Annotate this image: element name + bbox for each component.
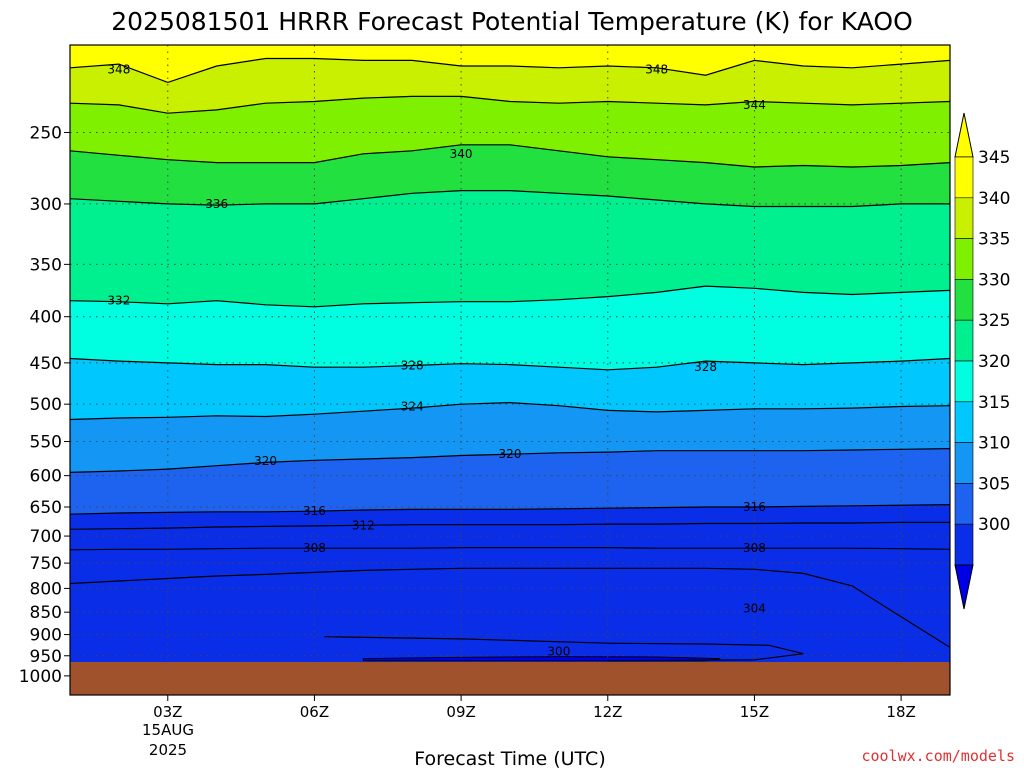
contour-304 xyxy=(70,567,950,648)
y-tick-label-900: 900 xyxy=(30,626,62,646)
colorbar-label-330: 330 xyxy=(978,270,1010,290)
contour-348 xyxy=(70,57,950,84)
y-tick-label-1000: 1000 xyxy=(19,667,62,687)
contour-label-316: 316 xyxy=(743,500,766,514)
colorbar-label-310: 310 xyxy=(978,434,1010,454)
colorbar-segment-7 xyxy=(954,442,974,484)
colorbar-segment-1 xyxy=(954,197,974,239)
x-date-label-day: 15AUG xyxy=(142,721,194,739)
colorbar-label-300: 300 xyxy=(978,515,1010,535)
y-tick-label-600: 600 xyxy=(30,467,62,487)
x-tick-label-09Z: 09Z xyxy=(446,703,475,721)
x-axis-title: Forecast Time (UTC) xyxy=(414,748,605,768)
colorbar-label-345: 345 xyxy=(978,148,1010,168)
contour-label-328: 328 xyxy=(401,358,424,372)
contour-label-312: 312 xyxy=(352,518,375,532)
contour-312 xyxy=(70,521,950,530)
contour-label-328: 328 xyxy=(694,360,717,374)
colorbar-legend: 345 340 335 330 325 320 315 310 305 300 xyxy=(954,112,1010,610)
contour-label-300: 300 xyxy=(547,645,570,659)
band-300-pocket xyxy=(362,656,721,662)
contour-label-320: 320 xyxy=(254,454,277,468)
ground-surface xyxy=(70,662,950,695)
colorbar-segment-6 xyxy=(954,401,974,443)
colorbar-label-305: 305 xyxy=(978,474,1010,494)
colorbar-max-arrow xyxy=(954,112,974,158)
contour-label-336: 336 xyxy=(205,197,228,211)
contour-label-344: 344 xyxy=(743,98,766,112)
contour-label-308: 308 xyxy=(303,541,326,555)
contour-label-320: 320 xyxy=(499,447,522,461)
x-axis-ticks: 03Z 06Z 09Z 12Z 15Z 18Z xyxy=(153,695,916,721)
x-tick-label-03Z: 03Z xyxy=(153,703,182,721)
contour-320 xyxy=(70,448,950,473)
colorbar-label-340: 340 xyxy=(978,189,1010,209)
contour-labels: 348 348 344 340 336 332 328 328 324 320 320 316 316 3… xyxy=(107,63,765,659)
watermark: coolwx.com/models xyxy=(861,747,1015,765)
contour-lines xyxy=(70,57,950,662)
colorbar-segment-2 xyxy=(954,238,974,280)
y-tick-label-450: 450 xyxy=(30,354,62,374)
colorbar-min-arrow xyxy=(954,564,974,610)
y-tick-label-800: 800 xyxy=(30,579,62,599)
y-tick-label-500: 500 xyxy=(30,395,62,415)
x-tick-label-18Z: 18Z xyxy=(886,703,915,721)
colorbar-label-335: 335 xyxy=(978,230,1010,250)
colorbar-segment-5 xyxy=(954,360,974,403)
contour-label-332: 332 xyxy=(107,294,130,308)
contour-304-loop xyxy=(324,636,804,662)
x-date-label-year: 2025 xyxy=(149,741,187,759)
contour-label-308: 308 xyxy=(743,541,766,555)
y-tick-label-250: 250 xyxy=(30,123,62,143)
contour-324 xyxy=(70,401,950,421)
x-tick-label-12Z: 12Z xyxy=(593,703,622,721)
contour-328 xyxy=(70,357,950,371)
y-tick-label-550: 550 xyxy=(30,433,62,453)
chart-title: 2025081501 HRRR Forecast Potential Tempe… xyxy=(111,7,913,36)
colorbar-segment-9 xyxy=(954,523,974,566)
x-tick-label-06Z: 06Z xyxy=(300,703,329,721)
y-tick-label-350: 350 xyxy=(30,255,62,275)
y-tick-label-650: 650 xyxy=(30,498,62,518)
contour-344 xyxy=(70,95,950,114)
y-tick-label-850: 850 xyxy=(30,603,62,623)
contour-label-304: 304 xyxy=(743,601,766,615)
plot-frame xyxy=(69,44,951,696)
y-tick-label-750: 750 xyxy=(30,554,62,574)
contour-label-348: 348 xyxy=(645,63,668,77)
contour-label-324: 324 xyxy=(401,400,424,414)
contour-label-340: 340 xyxy=(450,147,473,161)
x-tick-label-15Z: 15Z xyxy=(740,703,769,721)
y-tick-label-950: 950 xyxy=(30,647,62,667)
color-bands xyxy=(70,45,950,695)
contour-label-316: 316 xyxy=(303,504,326,518)
colorbar-label-315: 315 xyxy=(978,393,1010,413)
contour-332 xyxy=(70,285,950,308)
contour-label-348: 348 xyxy=(107,63,130,77)
colorbar-segment-0 xyxy=(954,156,974,199)
y-tick-label-400: 400 xyxy=(30,308,62,328)
plot-area xyxy=(70,45,950,695)
contour-336 xyxy=(70,190,950,208)
contour-340 xyxy=(70,144,950,168)
colorbar-segment-4 xyxy=(954,319,974,362)
colorbar-segment-8 xyxy=(954,483,974,525)
contour-316 xyxy=(70,504,950,515)
colorbar-label-320: 320 xyxy=(978,352,1010,372)
colorbar-segment-3 xyxy=(954,279,974,321)
colorbar-label-325: 325 xyxy=(978,311,1010,331)
y-tick-label-700: 700 xyxy=(30,527,62,547)
y-tick-label-300: 300 xyxy=(30,195,62,215)
y-axis-ticks: 250 300 350 400 450 500 550 600 650 700 750 800 850 9… xyxy=(19,123,70,687)
contour-308 xyxy=(70,547,950,551)
